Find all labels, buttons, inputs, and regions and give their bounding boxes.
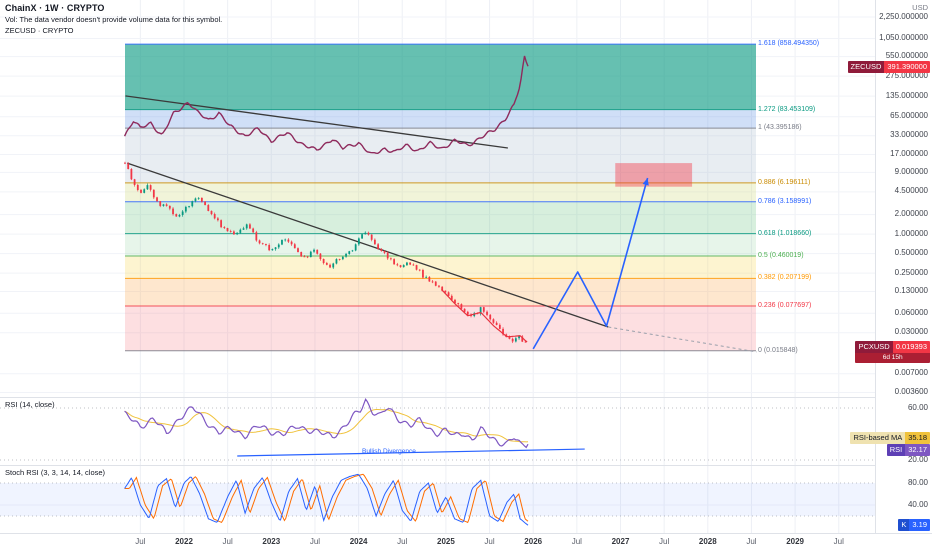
overlay-symbol-title[interactable]: ZECUSD · CRYPTO [5, 26, 74, 35]
price-axis-tick: 4.500000 [894, 186, 928, 196]
rsi-badge-value: 32.17 [905, 444, 930, 456]
price-axis-tick: 550.000000 [885, 51, 928, 61]
price-axis-tick: 2.000000 [894, 209, 928, 219]
stoch-k-badge-value: 3.19 [909, 519, 930, 531]
time-axis-tick: Jul [833, 537, 844, 546]
pcx-bar-countdown: 6d 15h [855, 352, 930, 363]
zec-price-badge[interactable]: ZECUSD 391.390000 [847, 61, 930, 73]
price-axis-tick: 135.000000 [885, 90, 928, 100]
price-axis-tick: 2,250.000000 [879, 11, 928, 21]
symbol-title[interactable]: ChainX · 1W · CRYPTO [5, 3, 105, 13]
zec-badge-price: 391.390000 [884, 61, 930, 73]
pcx-candles[interactable] [124, 161, 527, 344]
price-axis-tick: 0.030000 [894, 327, 928, 337]
pcx-trendline-extension[interactable] [608, 326, 757, 353]
projection-arrow[interactable] [532, 177, 649, 350]
price-axis-tick: 275.000000 [885, 70, 928, 80]
zecusd-line[interactable] [123, 55, 529, 155]
time-axis-tick: Jul [659, 537, 670, 546]
time-axis-tick: 2025 [436, 537, 455, 546]
zec-badge-symbol: ZECUSD [847, 61, 885, 73]
price-axis-tick: 0.500000 [894, 248, 928, 258]
price-axis-tick: 0.003600 [894, 386, 928, 396]
rsi-ma-badge-value: 35.18 [905, 432, 930, 444]
pcx-ma-line[interactable] [441, 289, 528, 343]
rsi-badge-label: RSI [886, 444, 906, 456]
stoch-k-value-badge[interactable]: K 3.19 [898, 519, 930, 531]
bullish-divergence-trendline[interactable] [237, 448, 585, 457]
rsi-ma-badge-label: RSI-based MA [850, 432, 906, 444]
rsi-axis-tick: 20.00 [907, 454, 928, 464]
rsi-value-badge[interactable]: RSI 32.17 [886, 444, 930, 456]
stoch-k-badge-label: K [898, 519, 910, 531]
pcx-badge-symbol: PCXUSD [855, 341, 893, 353]
price-axis-tick: 33.000000 [890, 130, 928, 140]
volume-note: Vol: The data vendor doesn't provide vol… [5, 15, 223, 24]
rsi-ma-line[interactable] [124, 409, 529, 443]
stoch-pane-label[interactable]: Stoch RSI (3, 3, 14, 14, close) [5, 468, 106, 477]
currency-label: USD [912, 3, 928, 12]
fib-retracement-drawing[interactable] [125, 43, 756, 352]
time-axis-tick: 2023 [262, 537, 281, 546]
time-axis[interactable]: Jul 2022 Jul 2023 Jul 2024 Jul 2025 Jul 2026 Jul 20… [0, 533, 932, 550]
bullish-divergence-label[interactable]: Bullish Divergence [362, 448, 416, 455]
projection-arrowhead [642, 177, 649, 186]
time-axis-tick: Jul [222, 537, 233, 546]
stoch-d-line[interactable] [124, 473, 529, 524]
time-axis-tick: 2024 [349, 537, 368, 546]
rsi-axis-tick: 60.00 [907, 402, 928, 412]
price-axis-tick: 0.130000 [894, 286, 928, 296]
price-axis-tick: 0.007000 [894, 368, 928, 378]
time-axis-tick: Jul [135, 537, 146, 546]
time-axis-tick: 2027 [611, 537, 630, 546]
time-axis-tick: 2028 [698, 537, 717, 546]
price-axis-tick: 1.000000 [894, 228, 928, 238]
price-axis-tick: 9.000000 [894, 166, 928, 176]
stoch-k-line[interactable] [124, 473, 529, 526]
pcx-badge-price: 0.019393 [892, 341, 930, 353]
time-axis-tick: 2029 [786, 537, 804, 546]
time-axis-tick: Jul [746, 537, 757, 546]
price-axis-tick: 0.060000 [894, 307, 928, 317]
target-zone-box[interactable] [615, 163, 693, 187]
time-axis-tick: 2022 [175, 537, 193, 546]
rsi-ma-value-badge[interactable]: RSI-based MA 35.18 [850, 432, 930, 444]
pcx-price-badge[interactable]: PCXUSD 0.019393 6d 15h [855, 341, 930, 363]
time-axis-tick: Jul [309, 537, 321, 546]
stoch-axis-tick: 40.00 [907, 499, 928, 509]
price-axis-tick: 17.000000 [890, 148, 928, 158]
price-axis-tick: 1,050.000000 [879, 32, 928, 42]
time-axis-tick: Jul [397, 537, 408, 546]
time-axis-tick: Jul [484, 537, 495, 546]
stoch-axis-tick: 80.00 [907, 477, 928, 487]
price-axis-tick: 65.000000 [890, 111, 928, 121]
time-axis-tick: 2026 [524, 537, 543, 546]
price-axis-tick: 0.250000 [894, 267, 928, 277]
chart-legend[interactable]: ChainX · 1W · CRYPTO Vol: The data vendo… [5, 3, 222, 35]
pcx-badge-row: PCXUSD 0.019393 [855, 341, 930, 353]
pcx-trendline[interactable] [127, 162, 609, 328]
rsi-pane-label[interactable]: RSI (14, close) [5, 400, 55, 409]
time-axis-tick: Jul [571, 537, 582, 546]
rsi-line[interactable] [124, 398, 529, 449]
